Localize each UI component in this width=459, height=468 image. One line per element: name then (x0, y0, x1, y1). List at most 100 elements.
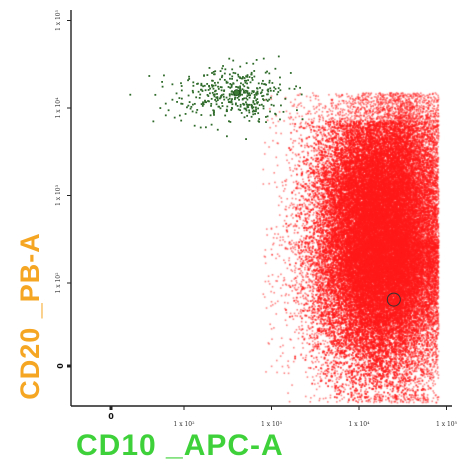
green-event-point (154, 93, 157, 96)
green-event-point (191, 110, 194, 113)
green-event-point (235, 102, 237, 105)
green-event-point (161, 81, 163, 83)
green-event-point (229, 83, 232, 85)
green-event-point (257, 82, 260, 85)
green-event-point (205, 101, 208, 104)
green-event-point (245, 75, 248, 78)
green-event-point (213, 111, 215, 114)
green-event-point (225, 96, 228, 99)
green-event-point (276, 93, 279, 96)
green-event-point (222, 65, 224, 67)
green-event-point (252, 91, 255, 94)
green-event-point (193, 124, 196, 127)
green-event-point (229, 86, 232, 89)
green-event-point (204, 101, 207, 104)
green-event-point (197, 82, 199, 85)
green-event-point (246, 75, 249, 78)
green-event-point (196, 109, 199, 111)
green-event-point (200, 103, 203, 106)
green-event-point (277, 87, 280, 90)
green-event-point (273, 86, 276, 89)
green-event-point (250, 92, 253, 95)
green-event-point (252, 90, 255, 93)
green-event-point (214, 70, 217, 73)
green-event-point (271, 82, 274, 84)
green-event-point (242, 83, 244, 86)
green-event-point (227, 98, 230, 101)
population-center-marker (386, 292, 401, 307)
green-event-point (219, 97, 221, 100)
green-event-point (206, 74, 209, 76)
green-event-point (212, 93, 215, 96)
green-event-point (256, 90, 259, 93)
green-event-point (207, 95, 210, 97)
green-event-point (251, 107, 254, 110)
green-event-point (152, 120, 155, 123)
green-event-point (242, 89, 245, 92)
green-event-point (251, 79, 254, 81)
green-event-point (237, 108, 240, 111)
green-event-point (231, 107, 234, 110)
green-event-point (255, 110, 257, 113)
green-event-point (219, 86, 222, 88)
green-event-point (262, 99, 265, 102)
green-event-point (245, 97, 248, 100)
green-event-point (225, 81, 228, 84)
green-event-point (216, 99, 219, 101)
green-event-point (208, 84, 210, 87)
green-event-point (246, 104, 249, 107)
green-event-point (228, 97, 231, 100)
green-event-point (265, 83, 267, 86)
green-event-point (229, 121, 232, 123)
green-event-point (250, 73, 253, 76)
green-event-point (267, 88, 270, 91)
green-event-point (239, 65, 242, 68)
green-event-point (259, 86, 261, 89)
green-event-point (193, 102, 196, 105)
green-event-point (148, 75, 151, 77)
green-event-point (190, 105, 193, 108)
green-event-point (221, 74, 224, 77)
green-event-point (272, 90, 275, 92)
green-event-point (243, 97, 246, 100)
green-event-point (198, 97, 201, 99)
green-event-point (187, 94, 190, 97)
green-event-point (178, 114, 181, 117)
green-event-point (239, 85, 241, 88)
green-event-point (180, 89, 183, 92)
green-event-point (203, 84, 206, 87)
green-event-point (239, 94, 241, 97)
green-event-point (236, 79, 239, 82)
green-event-point (180, 102, 183, 105)
green-event-point (256, 98, 259, 101)
green-event-point (269, 110, 271, 113)
green-event-point (208, 67, 211, 69)
green-event-point (260, 103, 263, 106)
green-event-point (204, 99, 206, 102)
green-event-point (231, 103, 234, 106)
green-event-point (213, 81, 216, 84)
green-event-point (217, 88, 220, 90)
green-event-point (208, 100, 210, 103)
green-event-point (231, 98, 233, 100)
green-event-point (272, 104, 275, 107)
green-event-point (207, 89, 210, 91)
green-event-point (216, 93, 218, 95)
green-event-point (192, 103, 194, 106)
green-event-point (246, 82, 248, 85)
green-event-point (248, 92, 251, 95)
green-event-point (231, 68, 234, 71)
green-event-point (279, 76, 281, 79)
green-event-point (249, 81, 252, 84)
green-event-point (258, 104, 261, 107)
green-event-point (213, 93, 216, 96)
green-event-point (241, 93, 243, 96)
green-event-point (239, 93, 242, 96)
green-event-point (242, 76, 244, 78)
green-event-point (212, 84, 215, 87)
green-event-point (230, 90, 233, 93)
green-event-point (211, 72, 213, 74)
green-event-point (217, 81, 219, 84)
green-event-point (215, 96, 218, 99)
